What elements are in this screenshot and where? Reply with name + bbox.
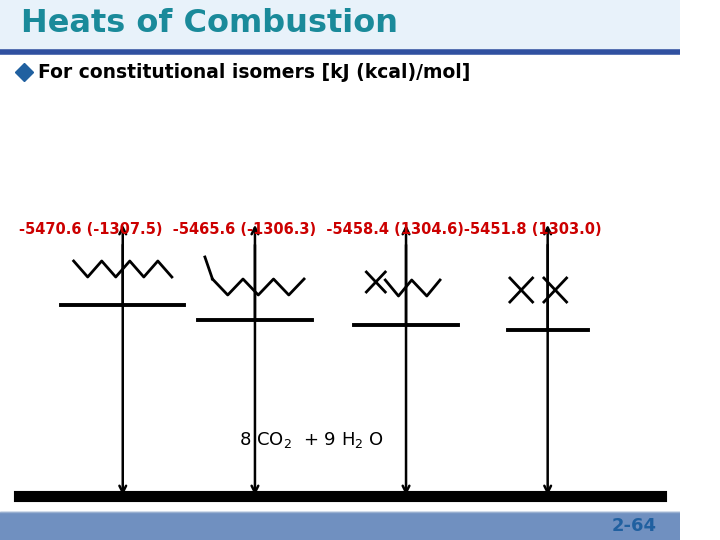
Bar (0, 512, 680, 540)
Bar (0, 0, 680, 50)
Text: 2-64: 2-64 (611, 517, 656, 535)
Text: $8$ CO$_2$  $+$ $9$ H$_2$ O: $8$ CO$_2$ $+$ $9$ H$_2$ O (239, 430, 384, 450)
Text: -5470.6 (-1307.5)  -5465.6 (-1306.3)  -5458.4 (1304.6)-5451.8 (1303.0): -5470.6 (-1307.5) -5465.6 (-1306.3) -545… (19, 222, 601, 238)
Text: Heats of Combustion: Heats of Combustion (21, 9, 397, 39)
Bar (0, 0, 680, 50)
Text: For constitutional isomers [kJ (kcal)/mol]: For constitutional isomers [kJ (kcal)/mo… (37, 63, 470, 82)
